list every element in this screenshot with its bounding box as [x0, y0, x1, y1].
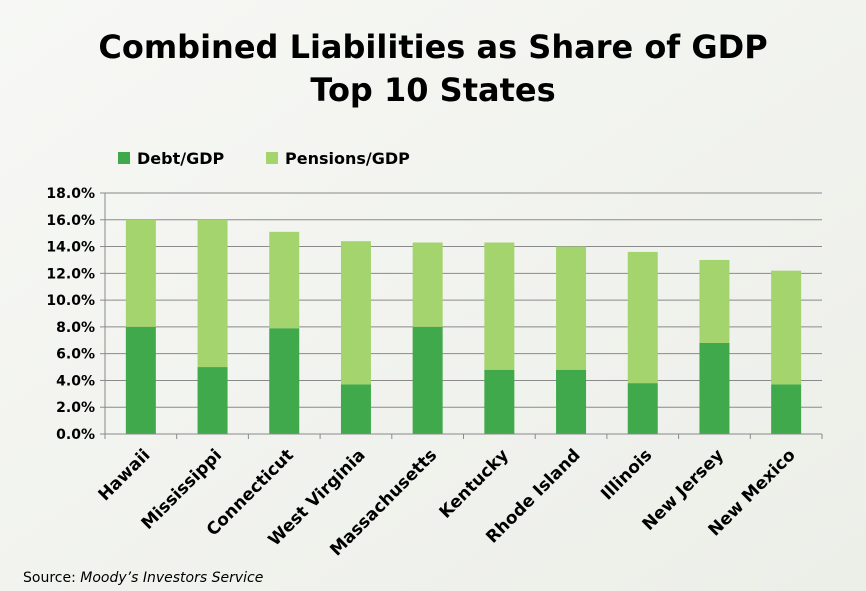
bar-debt-gdp — [340, 384, 371, 434]
bars — [125, 219, 802, 434]
bar-pensions-gdp — [484, 242, 515, 370]
bar-pensions-gdp — [771, 270, 802, 385]
legend-swatch-debt — [118, 152, 130, 164]
chart-title: Combined Liabilities as Share of GDP — [98, 28, 767, 66]
bar-pensions-gdp — [340, 241, 371, 385]
bar-debt-gdp — [125, 326, 156, 434]
bar-pensions-gdp — [125, 219, 156, 327]
bar-debt-gdp — [627, 383, 658, 434]
bar-debt-gdp — [699, 342, 730, 434]
y-tick-label: 8.0% — [56, 320, 95, 336]
legend-label-debt: Debt/GDP — [137, 149, 224, 168]
bar-debt-gdp — [197, 367, 228, 434]
y-tick-label: 2.0% — [56, 400, 95, 416]
y-tick-label: 0.0% — [56, 427, 95, 443]
y-tick-label: 12.0% — [46, 266, 95, 282]
legend-label-pensions: Pensions/GDP — [285, 149, 410, 168]
y-tick-label: 18.0% — [46, 186, 95, 202]
bar-pensions-gdp — [269, 231, 300, 329]
bar-debt-gdp — [556, 369, 587, 434]
bar-pensions-gdp — [556, 246, 587, 370]
y-tick-label: 6.0% — [56, 347, 95, 363]
bar-debt-gdp — [269, 328, 300, 434]
bar-pensions-gdp — [412, 242, 443, 327]
source-note: Source: Moody’s Investors Service — [23, 570, 263, 586]
bar-pensions-gdp — [197, 219, 228, 368]
bar-debt-gdp — [771, 384, 802, 434]
y-tick-label: 4.0% — [56, 373, 95, 389]
chart-subtitle: Top 10 States — [310, 71, 555, 109]
bar-pensions-gdp — [627, 251, 658, 384]
y-tick-label: 14.0% — [46, 240, 95, 256]
bar-debt-gdp — [484, 369, 515, 434]
legend: Debt/GDP Pensions/GDP — [118, 149, 410, 168]
bar-debt-gdp — [412, 326, 443, 434]
legend-swatch-pensions — [266, 152, 278, 164]
bar-pensions-gdp — [699, 259, 730, 343]
source-label: Source: — [23, 570, 80, 586]
y-tick-label: 10.0% — [46, 293, 95, 309]
y-axis: 0.0% 2.0% 4.0% 6.0% 8.0% 10.0% 12.0% 14.0% 16.0%… — [46, 186, 106, 443]
y-tick-label: 16.0% — [46, 213, 95, 229]
source-name: Moody’s Investors Service — [80, 570, 263, 586]
